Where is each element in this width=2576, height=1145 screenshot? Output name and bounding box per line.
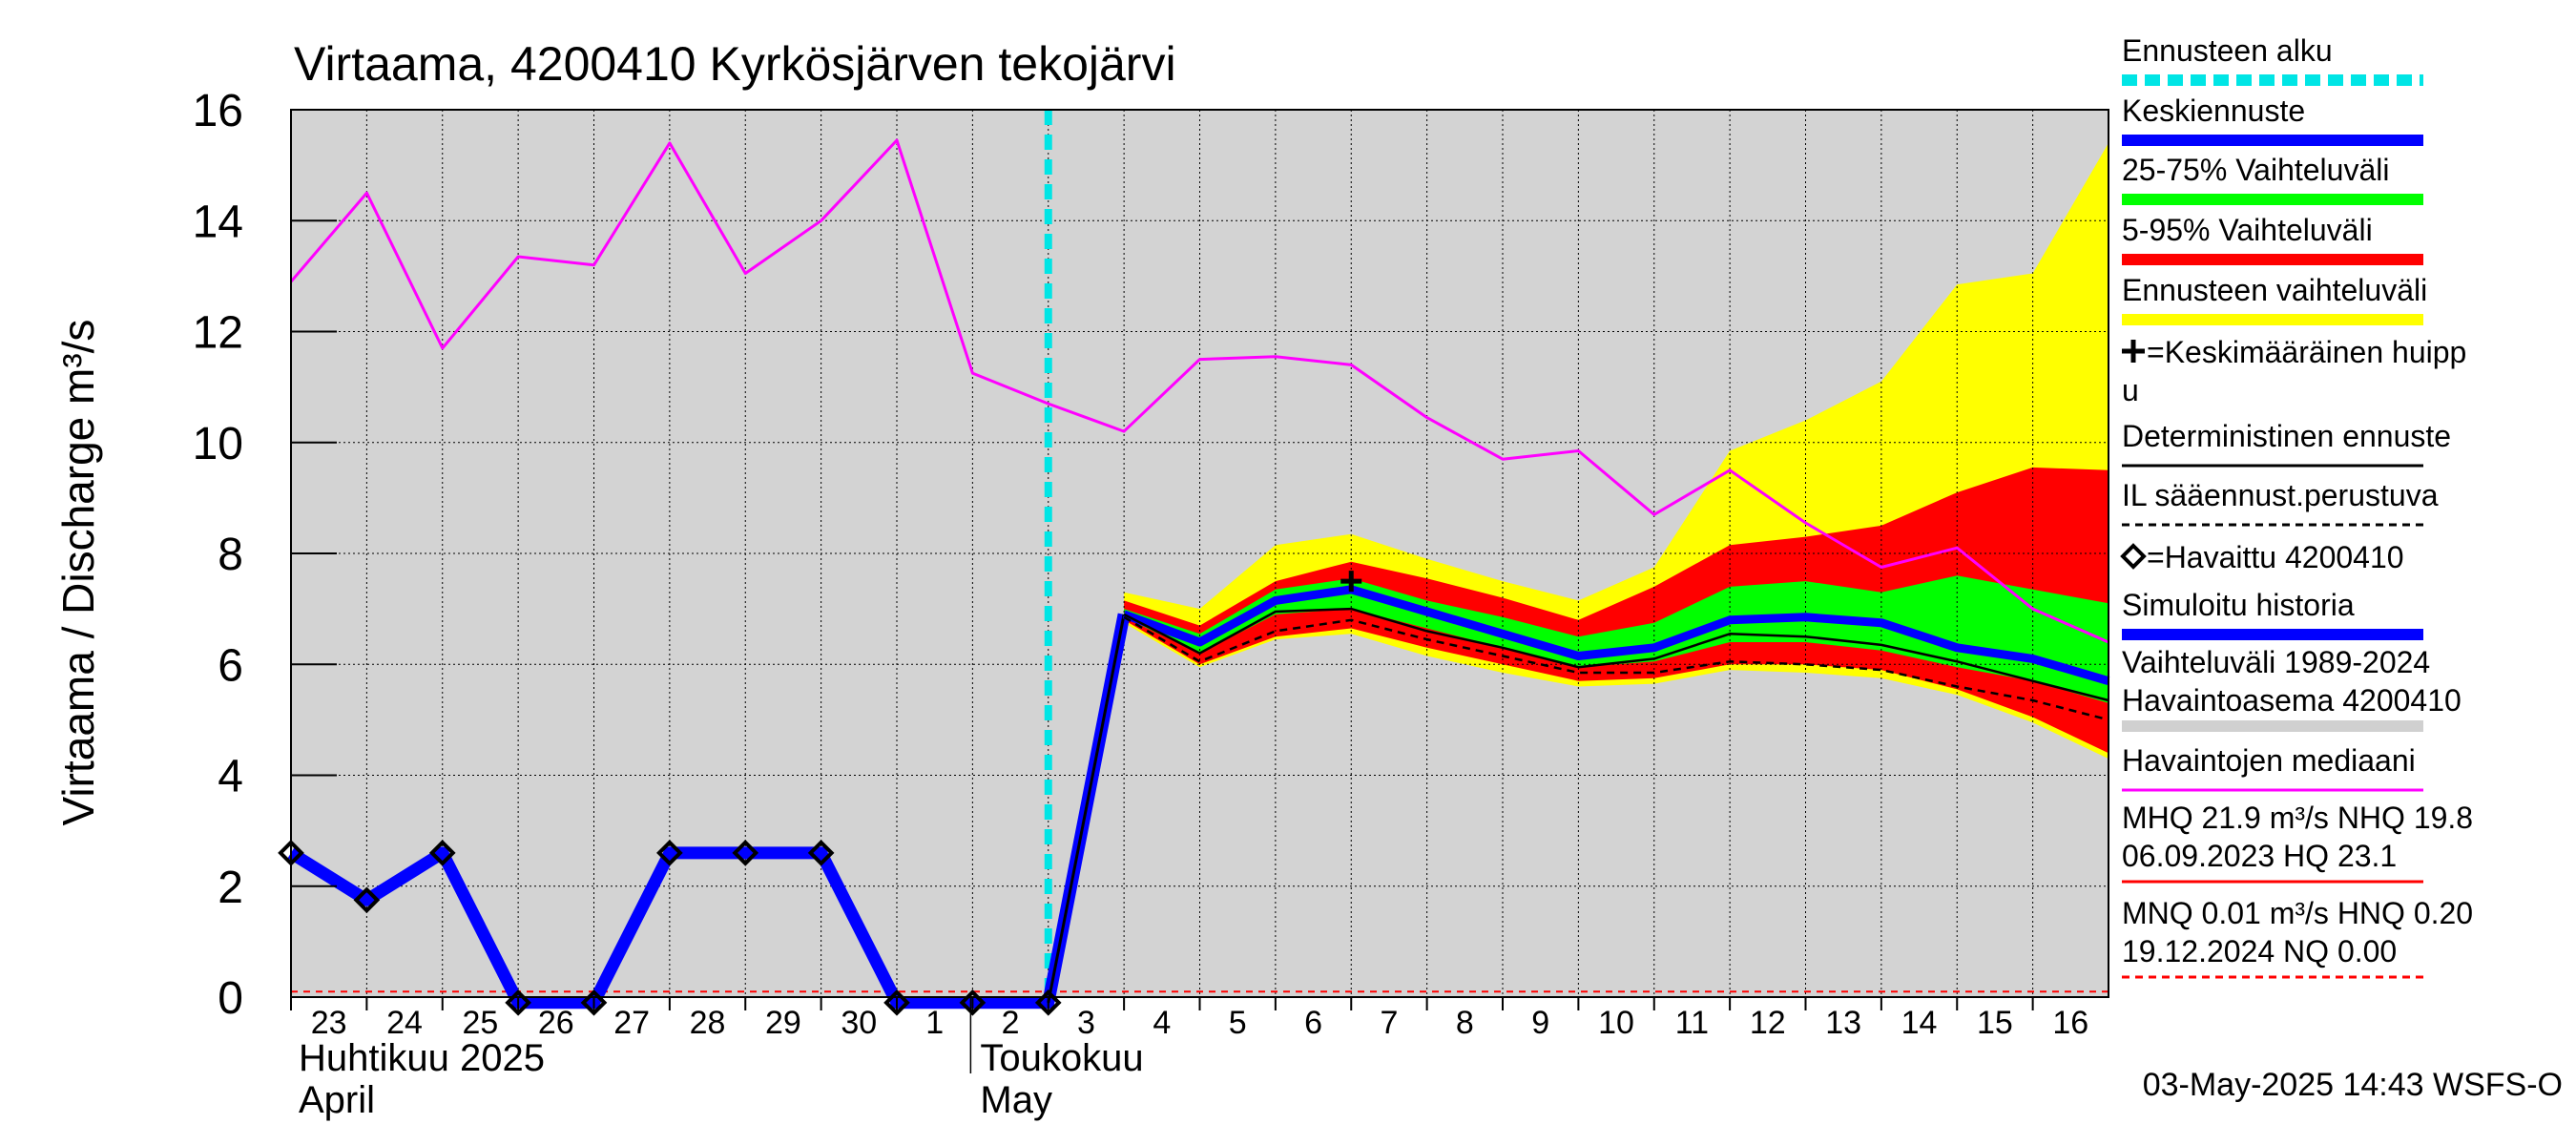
x-tick-label: 26 xyxy=(538,1005,574,1041)
observed-point xyxy=(1034,989,1062,1016)
y-tick-label: 16 xyxy=(193,86,243,136)
legend-label: IL sääennust.perustuva xyxy=(2122,478,2439,512)
band-25-75-vaihteluv-li xyxy=(1124,575,2109,703)
legend-label: Havaintojen mediaani xyxy=(2122,743,2416,778)
y-tick-label: 10 xyxy=(193,419,243,469)
y-axis-label: Virtaama / Discharge m³/s xyxy=(53,320,103,826)
legend-label-line2: 19.12.2024 NQ 0.00 xyxy=(2122,934,2397,968)
x-tick-label: 1 xyxy=(925,1005,944,1041)
x-tick-label: 12 xyxy=(1750,1005,1786,1041)
series-simulated-dark-edge xyxy=(1047,614,1126,1004)
legend: Ennusteen alku Keskiennuste 25-75% Vaihtel… xyxy=(2120,33,2473,979)
legend-label-line2: Havaintoasema 4200410 xyxy=(2122,683,2462,718)
x-tick-label: 24 xyxy=(386,1005,423,1041)
y-tick-label: 12 xyxy=(193,308,243,359)
legend-label: MHQ 21.9 m³/s NHQ 19.8 xyxy=(2122,801,2473,835)
legend-label: Ennusteen vaihteluväli xyxy=(2122,273,2427,307)
y-tick-label: 8 xyxy=(218,530,243,580)
series-keskiennuste xyxy=(1122,585,2110,686)
x-tick-label: 30 xyxy=(841,1005,877,1041)
month-label-en: April xyxy=(299,1079,375,1121)
legend-label: 5-95% Vaihteluväli xyxy=(2122,213,2373,247)
legend-label: =Havaittu 4200410 xyxy=(2147,540,2404,574)
y-tick-label: 2 xyxy=(218,863,243,913)
month-label-en: May xyxy=(980,1079,1052,1121)
x-tick-label: 4 xyxy=(1153,1005,1171,1041)
observed-point xyxy=(656,840,683,866)
x-tick-label: 11 xyxy=(1675,1005,1709,1041)
x-tick-label: 9 xyxy=(1531,1005,1549,1041)
x-tick-label: 28 xyxy=(690,1005,726,1041)
series-il-s-ennust-perustuva xyxy=(1123,615,2109,721)
observed-point xyxy=(959,989,987,1016)
band-layer xyxy=(1124,142,2109,760)
x-tick-label: 8 xyxy=(1456,1005,1474,1041)
observed-point xyxy=(353,886,381,914)
observed-point xyxy=(580,989,608,1016)
x-tick-label: 15 xyxy=(1977,1005,2013,1041)
y-tick-label: 4 xyxy=(218,752,243,802)
observed-point xyxy=(505,989,531,1016)
x-tick-label: 6 xyxy=(1304,1005,1322,1041)
x-tick-label: 25 xyxy=(463,1005,499,1041)
series-deterministinen-ennuste xyxy=(1123,607,2109,702)
legend-label-line2: 06.09.2023 HQ 23.1 xyxy=(2122,839,2397,873)
legend-label: Vaihteluväli 1989-2024 xyxy=(2122,645,2430,679)
observed-point xyxy=(883,989,910,1016)
legend-label: Simuloitu historia xyxy=(2122,588,2355,622)
month-label-fi: Toukokuu xyxy=(980,1037,1143,1079)
legend-label: =Keskimääräinen huipp xyxy=(2147,335,2466,369)
legend-label: MNQ 0.01 m³/s HNQ 0.20 xyxy=(2122,896,2473,930)
footer-timestamp: 03-May-2025 14:43 WSFS-O xyxy=(2143,1067,2563,1103)
x-tick-label: 7 xyxy=(1380,1005,1398,1041)
x-tick-label: 10 xyxy=(1598,1005,1634,1041)
x-tick-label: 2 xyxy=(1002,1005,1020,1041)
mean-peak-marker xyxy=(1340,571,1362,593)
legend-label: 25-75% Vaihteluväli xyxy=(2122,153,2389,187)
legend-plus-icon xyxy=(2122,340,2145,363)
legend-label: Deterministinen ennuste xyxy=(2122,419,2451,453)
observed-point xyxy=(428,840,456,866)
y-tick-label: 0 xyxy=(218,973,243,1024)
legend-label-line2: u xyxy=(2122,373,2139,407)
legend-diamond-icon xyxy=(2120,543,2147,570)
observed-point xyxy=(732,840,759,866)
month-label-fi: Huhtikuu 2025 xyxy=(299,1037,545,1079)
x-tick-label: 16 xyxy=(2052,1005,2088,1041)
x-tick-label: 23 xyxy=(311,1005,347,1041)
legend-label: Ennusteen alku xyxy=(2122,33,2333,68)
series-havaintojen-mediaani xyxy=(289,138,2109,644)
y-tick-label: 6 xyxy=(218,640,243,691)
legend-label: Keskiennuste xyxy=(2122,94,2305,128)
marker-layer xyxy=(278,571,1362,1016)
x-tick-label: 14 xyxy=(1901,1005,1938,1041)
band-5-95-vaihteluv-li xyxy=(1124,467,2109,754)
observed-point xyxy=(807,840,835,866)
x-tick-label: 5 xyxy=(1229,1005,1247,1041)
x-tick-label: 27 xyxy=(613,1005,650,1041)
x-tick-label: 13 xyxy=(1825,1005,1861,1041)
chart-title: Virtaama, 4200410 Kyrkösjärven tekojärvi xyxy=(294,37,1176,91)
y-tick-label: 14 xyxy=(193,197,243,247)
x-tick-label: 3 xyxy=(1077,1005,1095,1041)
x-tick-label: 29 xyxy=(765,1005,801,1041)
